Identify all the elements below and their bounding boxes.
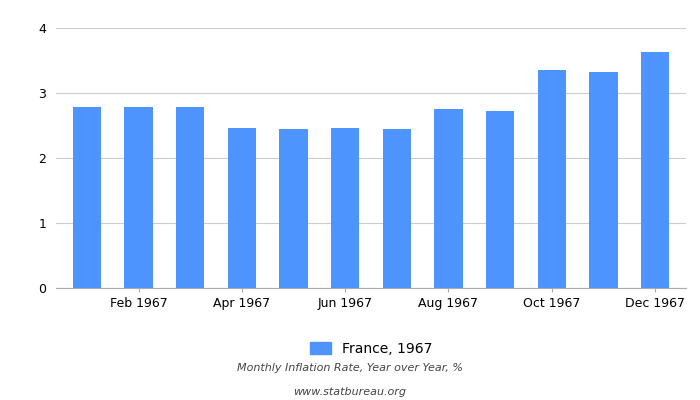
Bar [589, 72, 617, 288]
Bar [279, 129, 308, 288]
Text: Monthly Inflation Rate, Year over Year, %: Monthly Inflation Rate, Year over Year, … [237, 363, 463, 373]
Legend: France, 1967: France, 1967 [310, 342, 432, 356]
Bar [73, 107, 102, 288]
Bar [486, 110, 514, 288]
Bar [538, 70, 566, 288]
Bar [640, 52, 669, 288]
Bar [331, 128, 359, 288]
Bar [383, 129, 411, 288]
Bar [434, 109, 463, 288]
Text: www.statbureau.org: www.statbureau.org [293, 387, 407, 397]
Bar [228, 128, 256, 288]
Bar [176, 107, 204, 288]
Bar [125, 107, 153, 288]
